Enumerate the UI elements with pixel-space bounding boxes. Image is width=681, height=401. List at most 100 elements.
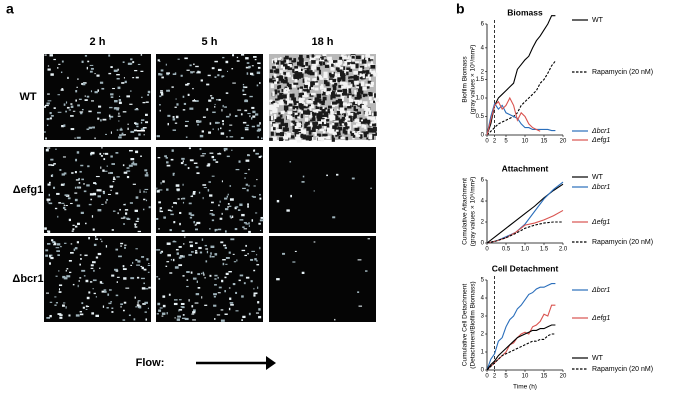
speck xyxy=(324,74,328,79)
legend-label: Δbcr1 xyxy=(591,128,610,135)
cell xyxy=(134,122,137,125)
speck xyxy=(303,84,308,89)
speck xyxy=(272,66,276,69)
cell xyxy=(160,69,164,72)
cell xyxy=(290,194,293,198)
cell xyxy=(99,238,102,240)
speck xyxy=(294,121,298,126)
cell xyxy=(242,93,247,96)
speck xyxy=(336,117,340,121)
speck xyxy=(322,99,325,103)
cell xyxy=(61,173,65,176)
cell xyxy=(196,172,200,175)
speck xyxy=(364,75,370,79)
cell xyxy=(94,73,96,75)
y-tick-label: 4 xyxy=(481,45,485,51)
speck xyxy=(335,129,339,132)
cell xyxy=(171,206,174,208)
y-tick-label: 1.0 xyxy=(476,96,485,102)
cell xyxy=(90,153,94,155)
cell xyxy=(257,136,259,139)
speck xyxy=(366,70,371,74)
cell xyxy=(244,254,247,257)
speck xyxy=(350,132,355,136)
speck xyxy=(314,97,320,102)
speck xyxy=(305,114,309,117)
speck xyxy=(325,82,330,87)
speck xyxy=(299,58,304,63)
cell xyxy=(111,307,114,310)
speck xyxy=(269,137,273,141)
cell xyxy=(242,86,245,89)
cell xyxy=(237,109,242,111)
cell xyxy=(192,277,197,280)
cell xyxy=(93,292,96,295)
cell xyxy=(243,282,246,285)
speck xyxy=(272,136,277,141)
cell xyxy=(180,302,185,306)
cell xyxy=(135,196,139,199)
cell xyxy=(206,83,210,86)
x-tick-label: 1.5 xyxy=(540,247,549,253)
cell xyxy=(142,127,147,129)
cell xyxy=(60,89,64,91)
speck xyxy=(337,69,343,72)
cell xyxy=(110,93,114,96)
series-line xyxy=(486,102,556,136)
cell xyxy=(139,189,141,191)
speck xyxy=(346,103,351,107)
speck xyxy=(297,61,302,66)
x-axis-label: Time (h) xyxy=(513,384,537,391)
cell xyxy=(113,176,115,179)
flow-label: Flow: xyxy=(136,357,165,369)
cell xyxy=(75,99,77,102)
cell xyxy=(81,178,84,181)
cell xyxy=(185,83,189,86)
speck xyxy=(346,55,350,60)
cell xyxy=(99,152,102,155)
cell xyxy=(214,106,216,108)
cell xyxy=(179,255,183,257)
cell xyxy=(118,99,122,102)
cell xyxy=(70,128,75,131)
speck xyxy=(330,60,334,64)
speck xyxy=(318,134,322,138)
speck xyxy=(316,125,319,130)
cell xyxy=(74,198,78,202)
cell xyxy=(145,191,147,193)
x-tick-label: 15 xyxy=(541,374,548,380)
speck xyxy=(322,136,327,139)
cell xyxy=(167,114,171,117)
speck xyxy=(307,104,312,108)
speck xyxy=(351,94,355,97)
speck xyxy=(310,104,314,109)
speck xyxy=(315,121,320,125)
speck xyxy=(276,118,282,123)
cell xyxy=(197,273,201,276)
cell xyxy=(235,206,239,208)
cell xyxy=(189,216,193,219)
cell xyxy=(130,58,133,61)
cell xyxy=(211,219,215,222)
speck xyxy=(361,59,367,64)
cell xyxy=(182,109,186,111)
cell xyxy=(182,160,184,163)
cell xyxy=(259,82,261,84)
cell xyxy=(71,172,74,174)
legend-label: WT xyxy=(592,174,604,181)
cell xyxy=(195,293,200,296)
cell xyxy=(116,73,120,76)
cell xyxy=(84,95,86,97)
cell xyxy=(135,150,139,154)
cell xyxy=(144,311,147,313)
cell xyxy=(174,106,177,108)
cell xyxy=(105,201,107,204)
speck xyxy=(327,91,332,95)
cell xyxy=(226,155,230,158)
cell xyxy=(100,119,102,122)
cell xyxy=(97,195,101,198)
cell xyxy=(159,210,164,213)
cell xyxy=(248,222,250,225)
cell xyxy=(241,213,245,217)
cell xyxy=(136,304,140,307)
